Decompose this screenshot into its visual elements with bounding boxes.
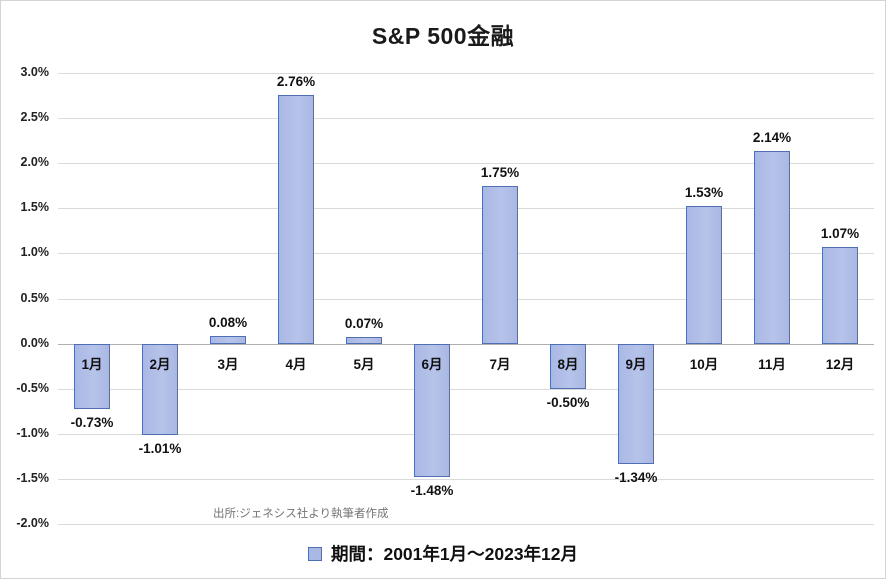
gridline [58,253,874,255]
gridline [58,524,874,525]
bar-6月 [414,343,450,478]
x-axis-zero-line [58,343,874,345]
legend: 期間：2001年1月～2023年12月 [1,541,885,566]
chart-title: S&P 500金融 [371,23,515,49]
bar-11月 [754,150,790,344]
x-axis-category-label: 4月 [285,356,307,372]
x-axis-category-label: 9月 [625,356,647,372]
y-axis-tick-label: 3.0% [20,65,50,79]
bar-value-label: -1.34% [614,470,658,486]
bar-value-label: 1.53% [684,184,724,200]
bar-1月 [74,343,110,410]
gridline [58,298,874,300]
bar-value-label: 1.75% [480,164,520,180]
bar-9月 [618,343,654,465]
gridline [58,73,874,74]
bar-2月 [142,343,178,435]
x-axis-category-label: 12月 [825,356,855,372]
x-axis-category-label: 10月 [689,356,719,372]
bar-value-label: -1.01% [138,440,182,456]
bar-value-label: 2.14% [752,129,792,145]
legend-label: 期間：2001年1月～2023年12月 [330,544,579,564]
gridline [58,433,874,435]
bar-value-label: -0.50% [546,394,590,410]
bar-value-label: 0.08% [208,315,248,331]
gridline [58,208,874,210]
y-axis-tick-label: 2.0% [20,155,50,170]
bar-7月 [482,185,518,344]
x-axis-category-label: 11月 [758,356,786,372]
bar-value-label: 2.76% [276,73,316,89]
bar-5月 [346,337,382,344]
y-axis-tick-label: -2.0% [16,516,49,530]
legend-swatch-icon [307,546,322,561]
x-axis-category-label: 6月 [421,356,443,372]
gridline [58,478,874,480]
source-note: 出所:ジェネシス社より執筆者作成 [213,508,389,520]
x-axis-category-label: 2月 [149,356,171,372]
y-axis-tick-label: 0.0% [20,335,50,350]
gridline [58,388,874,390]
y-axis-tick-label: -1.5% [16,470,49,485]
bar-value-label: -0.73% [70,415,114,431]
x-axis-category-label: 7月 [489,356,511,372]
y-axis-tick-label: 0.5% [20,290,50,305]
bar-3月 [210,336,246,344]
gridline [58,118,874,120]
x-axis-category-label: 3月 [217,356,239,372]
bar-value-label: 0.07% [344,316,384,332]
bar-8月 [550,343,586,389]
y-axis-tick-label: 1.5% [20,200,50,215]
y-axis-tick-label: 1.0% [20,245,50,260]
y-axis-tick-label: -0.5% [16,380,49,395]
bar-10月 [686,205,722,344]
gridline [58,163,874,165]
bar-12月 [822,247,858,344]
bar-value-label: 1.07% [820,226,860,242]
x-axis-category-label: 1月 [81,356,103,372]
x-axis-category-label: 5月 [353,356,375,372]
y-axis-tick-label: 2.5% [20,110,50,125]
x-axis-category-label: 8月 [557,356,579,372]
bar-value-label: -1.48% [410,483,454,499]
bar-4月 [278,94,314,344]
y-axis-tick-label: -1.0% [16,425,49,440]
